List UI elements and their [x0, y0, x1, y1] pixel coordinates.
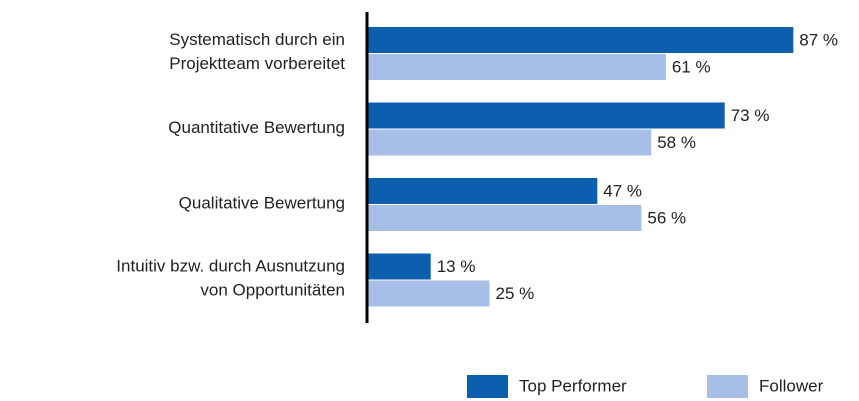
- value-label: 56 %: [647, 208, 686, 227]
- bar: [367, 280, 490, 307]
- legend-swatch: [707, 375, 748, 398]
- value-label: 47 %: [603, 181, 642, 200]
- legend-swatch: [467, 375, 508, 398]
- value-label: 73 %: [731, 106, 770, 125]
- value-label: 87 %: [799, 30, 838, 49]
- bar: [367, 253, 431, 280]
- bar: [367, 129, 652, 156]
- bar: [367, 205, 642, 231]
- bar: [367, 102, 725, 129]
- category-label: Intuitiv bzw. durch Ausnutzung von Opport…: [116, 257, 345, 300]
- bar: [367, 178, 598, 204]
- value-label: 25 %: [496, 284, 535, 303]
- category-label: Systematisch durch ein Projektteam vorber…: [169, 30, 345, 73]
- legend-label: Follower: [759, 376, 824, 395]
- category-label: Quantitative Bewertung: [168, 118, 345, 137]
- value-label: 13 %: [437, 257, 476, 276]
- legend-label: Top Performer: [519, 376, 627, 395]
- value-label: 58 %: [657, 133, 696, 152]
- bar: [367, 54, 666, 80]
- value-label: 61 %: [672, 57, 711, 76]
- category-label: Qualitative Bewertung: [179, 193, 345, 212]
- bar: [367, 27, 794, 53]
